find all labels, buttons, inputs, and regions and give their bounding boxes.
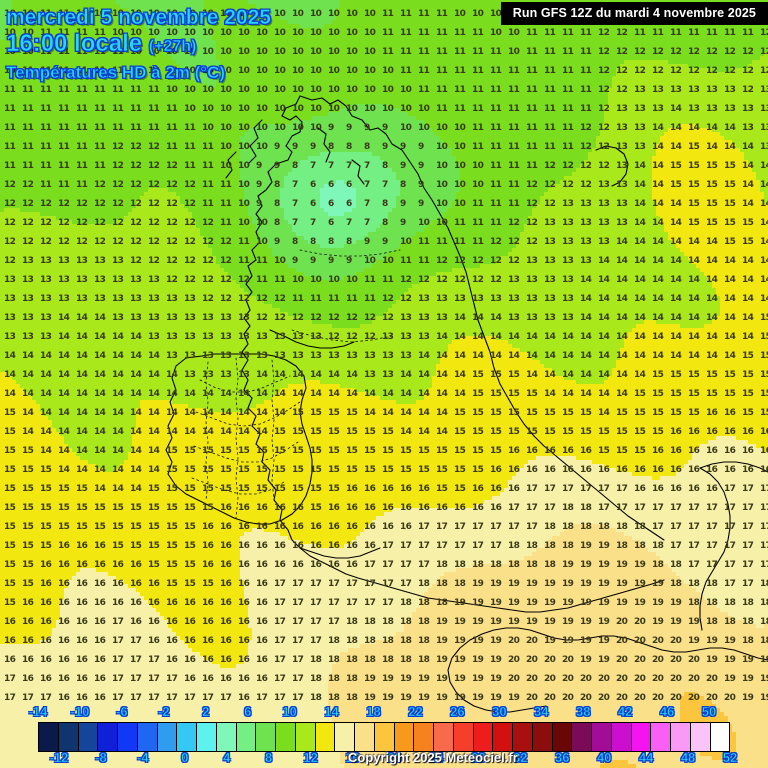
colorbar-swatch	[434, 723, 454, 751]
colorbar-tick: 18	[366, 704, 381, 720]
colorbar-swatch	[256, 723, 276, 751]
colorbar-tick: 2	[202, 704, 210, 720]
colorbar-swatch	[276, 723, 296, 751]
colorbar-swatch	[611, 723, 632, 751]
colorbar-tick: 42	[617, 704, 633, 720]
colorbar-tick: 48	[680, 750, 696, 766]
colorbar-swatch	[651, 723, 671, 751]
colorbar-tick: 40	[596, 750, 612, 766]
colorbar-swatch	[157, 723, 178, 751]
colorbar-tick: 20	[387, 750, 402, 766]
colorbar-tick: -10	[70, 704, 90, 720]
colorbar-swatch	[355, 723, 375, 751]
model-run-label: Run GFS 12Z du mardi 4 novembre 2025	[500, 2, 768, 25]
colorbar-tick: 36	[555, 750, 570, 766]
colorbar-tick: 22	[408, 704, 423, 720]
colorbar-tick: 50	[701, 704, 717, 720]
colorbar-tick: 12	[303, 750, 318, 766]
colorbar-swatch	[552, 723, 573, 751]
colorbar-tick: 16	[345, 750, 360, 766]
colorbar-swatch	[671, 723, 691, 751]
colorbar-tick: -8	[95, 750, 107, 766]
colorbar-swatch	[58, 723, 79, 751]
colorbar-tick: 10	[282, 704, 297, 720]
colorbar-tick: 28	[471, 750, 486, 766]
colorbar-tick: 24	[429, 750, 444, 766]
colorbar-tick: 14	[324, 704, 339, 720]
colorbar-swatch	[532, 723, 553, 751]
colorbar-swatch	[335, 723, 355, 751]
colorbar-swatch	[197, 723, 217, 751]
colorbar-swatch	[493, 723, 513, 751]
parameter-label: Températures HD à 2m (°C)	[6, 63, 226, 83]
colorbar-swatch	[374, 723, 395, 751]
copyright-label: Copyright 2025 Meteociel.fr	[348, 750, 518, 765]
colorbar-swatch	[315, 723, 336, 751]
temperature-colorbar	[38, 722, 730, 752]
colorbar-tick: 26	[450, 704, 465, 720]
colorbar-tick: -14	[28, 704, 48, 720]
forecast-date-label: mercredi 5 novembre 2025	[6, 6, 272, 30]
colorbar-swatch	[394, 723, 415, 751]
colorbar-swatch	[414, 723, 434, 751]
colorbar-tick: 6	[244, 704, 252, 720]
colorbar-swatch	[177, 723, 197, 751]
colorbar-tick: 8	[265, 750, 273, 766]
colorbar-swatch	[592, 723, 612, 751]
colorbar-tick: -4	[137, 750, 149, 766]
colorbar-swatch	[631, 723, 652, 751]
colorbar-swatch	[216, 723, 237, 751]
colorbar-swatch	[572, 723, 592, 751]
forecast-time-label: 16:00 locale (+27h)	[6, 30, 271, 60]
colorbar-tick: -6	[116, 704, 128, 720]
colorbar-swatch	[710, 723, 730, 751]
colorbar-swatch	[473, 723, 494, 751]
colorbar-swatch	[236, 723, 257, 751]
colorbar-swatch	[690, 723, 711, 751]
forecast-echeance: (+27h)	[148, 38, 197, 56]
map-title-block: mercredi 5 novembre 2025 16:00 locale (+…	[6, 6, 272, 83]
colorbar-swatch	[137, 723, 158, 751]
colorbar-tick: 34	[534, 704, 549, 720]
colorbar-tick: -12	[49, 750, 69, 766]
colorbar-tick: 0	[181, 750, 189, 766]
colorbar-tick: 46	[659, 704, 675, 720]
colorbar-tick: 4	[223, 750, 231, 766]
colorbar-tick: 52	[722, 750, 738, 766]
colorbar-swatch	[118, 723, 138, 751]
colorbar-tick: 32	[513, 750, 528, 766]
colorbar-tick: -2	[158, 704, 170, 720]
forecast-time-text: 16:00 locale	[6, 30, 143, 58]
colorbar-tick: 38	[575, 704, 591, 720]
colorbar-swatch	[513, 723, 533, 751]
colorbar-swatch	[39, 723, 59, 751]
colorbar-tick: 30	[492, 704, 507, 720]
colorbar-swatch	[98, 723, 118, 751]
colorbar-tick: 44	[638, 750, 654, 766]
colorbar-swatch	[295, 723, 316, 751]
colorbar-swatch	[78, 723, 99, 751]
colorbar-swatch	[453, 723, 474, 751]
